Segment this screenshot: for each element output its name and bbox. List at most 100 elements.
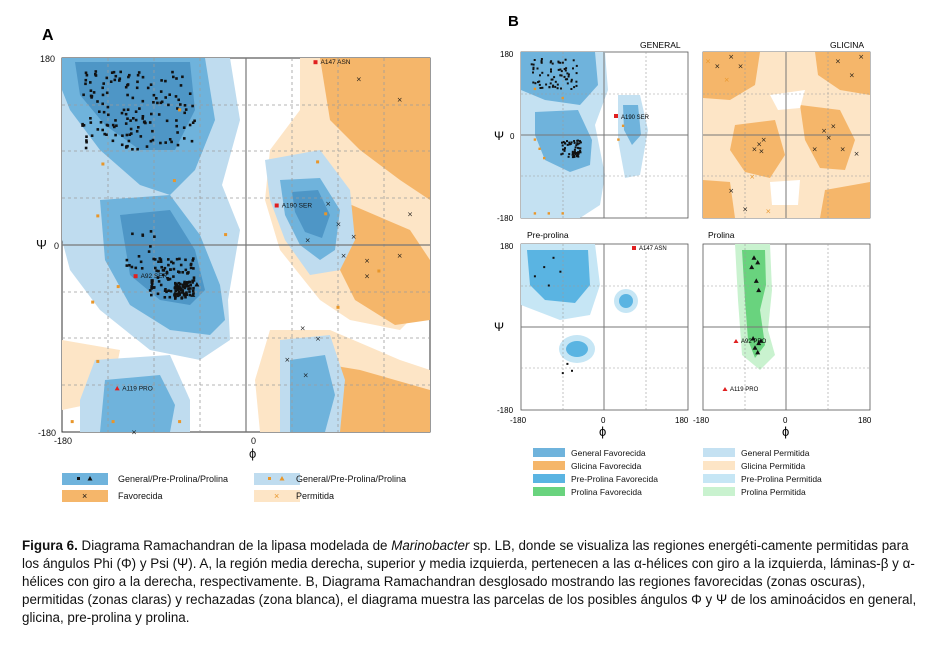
residue-point xyxy=(530,63,533,66)
residue-point xyxy=(573,150,576,153)
residue-point xyxy=(149,245,152,248)
residue-point xyxy=(152,101,155,104)
residue-point xyxy=(192,257,195,260)
residue-point xyxy=(119,70,122,74)
residue-point xyxy=(105,91,109,95)
residue-point xyxy=(176,143,180,147)
residue-point xyxy=(137,255,141,258)
residue-point xyxy=(192,267,195,270)
residue-point xyxy=(112,70,116,74)
residue-point xyxy=(114,74,118,78)
figure-caption: Figura 6. Diagrama Ramachandran de la li… xyxy=(22,537,922,627)
residue-point xyxy=(547,74,550,77)
residue-point xyxy=(563,148,566,151)
x-tick-0: 0 xyxy=(601,416,606,425)
residue-point xyxy=(568,141,571,144)
residue-point xyxy=(85,135,88,138)
residue-point xyxy=(174,289,177,293)
residue-point xyxy=(149,83,153,86)
allowed-point xyxy=(621,124,625,127)
glycine-point: × xyxy=(759,148,765,156)
residue-point xyxy=(101,128,104,132)
legend-swatch xyxy=(703,448,735,457)
outlier-marker xyxy=(114,385,120,391)
residue-point xyxy=(164,79,167,83)
points: ×××××××××××××××××××××× xyxy=(705,53,864,216)
allowed-point xyxy=(96,359,100,363)
residue-point xyxy=(549,82,552,85)
residue-point xyxy=(191,281,194,284)
panel-title: GLICINA xyxy=(830,40,864,50)
legend-label-allowed: General/Pre-Prolina/Prolina xyxy=(296,474,406,484)
residue-point xyxy=(165,119,169,123)
residue-point xyxy=(144,121,147,125)
residue-point xyxy=(192,286,195,290)
y-tick-minus-180: -180 xyxy=(497,406,514,415)
residue-point xyxy=(186,281,189,285)
residue-point xyxy=(560,70,563,73)
residue-point xyxy=(155,269,158,273)
glycine-point: × xyxy=(835,58,841,66)
residue-point xyxy=(188,123,192,127)
x-tick-180: 180 xyxy=(675,416,689,425)
residue-point xyxy=(99,121,103,124)
residue-point xyxy=(177,98,180,102)
residue-point xyxy=(573,155,576,158)
residue-point xyxy=(101,102,104,106)
residue-point xyxy=(134,118,138,122)
residue-point xyxy=(167,103,170,107)
allowed-point xyxy=(316,160,320,164)
residue-point xyxy=(165,290,168,294)
residue-point xyxy=(187,284,190,288)
glycine-point: × xyxy=(351,233,357,241)
allowed-point xyxy=(96,214,100,218)
residue-point xyxy=(547,284,550,287)
residue-point xyxy=(575,64,578,67)
panel-a-legend: General/Pre-Prolina/Prolina General/Pre-… xyxy=(62,473,406,502)
residue-point xyxy=(577,155,580,158)
x-tick-180: 180 xyxy=(858,416,872,425)
residue-point xyxy=(539,87,542,89)
x-axis-label: ϕ xyxy=(782,424,789,439)
residue-point xyxy=(176,131,179,134)
residue-point xyxy=(141,117,144,120)
residue-point xyxy=(567,75,570,78)
residue-point xyxy=(156,292,160,296)
residue-point xyxy=(184,108,188,111)
legend-swatch xyxy=(703,474,735,483)
y-axis-label: Ψ xyxy=(494,320,504,334)
residue-point xyxy=(532,63,535,66)
outlier-marker xyxy=(133,274,138,279)
residue-point xyxy=(84,146,88,150)
residue-point xyxy=(570,141,573,144)
glycine-point: × xyxy=(325,200,331,208)
residue-point xyxy=(184,258,187,262)
residue-point xyxy=(575,151,577,154)
residue-point xyxy=(578,142,581,145)
caption-italic: Marinobacter xyxy=(391,538,470,553)
residue-point xyxy=(536,67,539,70)
residue-point xyxy=(557,68,560,71)
residue-point xyxy=(128,133,132,136)
residue-point xyxy=(573,140,576,142)
residue-point xyxy=(572,153,575,156)
residue-point xyxy=(560,87,562,90)
residue-point xyxy=(579,141,582,144)
residue-point xyxy=(182,126,186,129)
residue-point xyxy=(154,266,157,270)
residue-point xyxy=(578,147,581,150)
proline-point xyxy=(194,282,200,287)
residue-point xyxy=(191,289,195,293)
residue-point xyxy=(192,279,196,282)
residue-point xyxy=(101,93,105,97)
residue-point xyxy=(178,282,182,286)
residue-point xyxy=(149,230,153,233)
residue-label: A190 SER xyxy=(621,115,650,121)
glycine-point: × xyxy=(742,205,748,213)
y-tick-180: 180 xyxy=(40,54,55,64)
residue-point xyxy=(188,92,192,95)
residue-point xyxy=(563,149,566,152)
residue-point xyxy=(170,140,173,144)
allowed-point xyxy=(172,179,176,183)
residue-point xyxy=(90,96,93,99)
